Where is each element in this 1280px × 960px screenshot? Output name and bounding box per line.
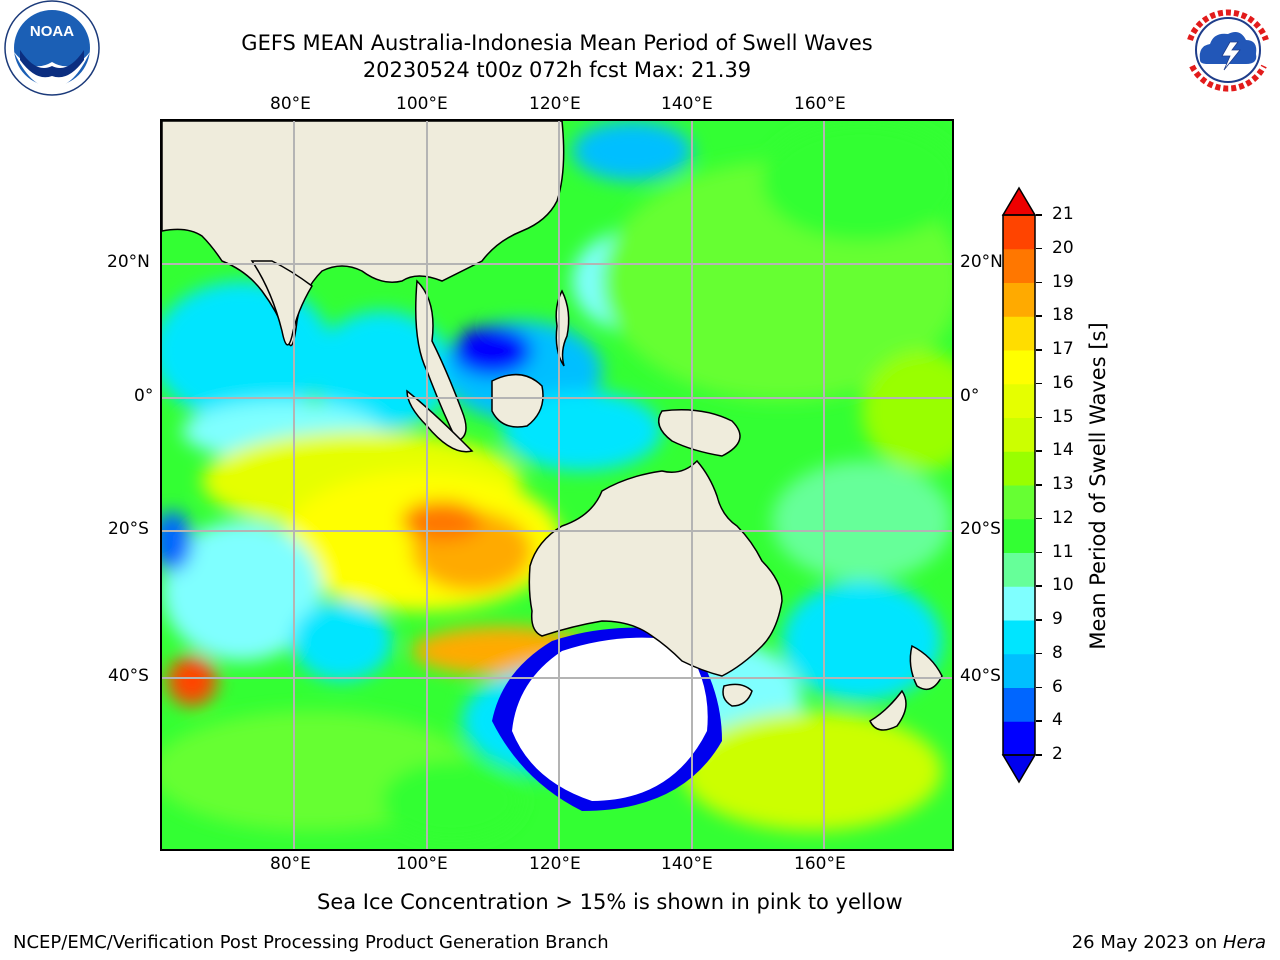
colorbar-tick-label: 10 (1052, 575, 1074, 596)
colorbar-segment (1003, 282, 1035, 317)
lon-label-bottom: 100°E (396, 854, 448, 874)
new-zealand-south (869, 689, 907, 731)
colorbar-segment (1003, 383, 1035, 418)
colorbar-tick-mark (1036, 416, 1042, 418)
lon-label-top: 120°E (529, 94, 581, 114)
colorbar-tick-mark (1036, 214, 1042, 216)
lon-label-bottom: 80°E (270, 854, 311, 874)
footer-date: 26 May 2023 on (1071, 932, 1223, 953)
colorbar-tick-mark (1036, 484, 1042, 486)
lon-label-bottom: 120°E (529, 854, 581, 874)
colorbar-tick-label: 11 (1052, 541, 1074, 562)
lon-label-top: 80°E (270, 94, 311, 114)
nws-logo (1182, 4, 1274, 96)
colorbar-tick-label: 19 (1052, 271, 1074, 292)
colorbar-tick-label: 16 (1052, 372, 1074, 393)
colorbar-tick-label: 17 (1052, 339, 1074, 359)
new-guinea (657, 409, 741, 457)
colorbar-tick-mark (1036, 585, 1042, 587)
colorbar-tick-label: 8 (1052, 642, 1063, 663)
colorbar-tick-label: 12 (1052, 507, 1074, 528)
colorbar-tick-label: 18 (1052, 305, 1074, 326)
colorbar-tick-label: 2 (1052, 744, 1063, 764)
lat-label-left: 20°S (108, 519, 149, 539)
colorbar-segments (1003, 215, 1035, 756)
lat-label-right: 20°N (960, 252, 1003, 272)
colorbar-tick-label: 13 (1052, 474, 1074, 494)
colorbar-segment (1003, 350, 1035, 385)
colorbar-segment (1003, 721, 1035, 756)
colorbar-tick-label: 14 (1052, 440, 1074, 461)
colorbar-tick-label: 15 (1052, 406, 1074, 427)
colorbar-tick-mark (1036, 315, 1042, 317)
colorbar-tick-mark (1036, 551, 1042, 553)
colorbar-segment (1003, 316, 1035, 351)
colorbar-segment (1003, 451, 1035, 486)
noaa-logo: NOAA (4, 0, 100, 96)
colorbar-segment (1003, 518, 1035, 553)
colorbar-segment (1003, 586, 1035, 621)
colorbar-segment (1003, 248, 1035, 283)
colorbar-segment (1003, 485, 1035, 520)
sea-ice-note: Sea Ice Concentration > 15% is shown in … (317, 890, 903, 914)
asia-landmass (162, 121, 565, 347)
colorbar-tick-mark (1036, 686, 1042, 688)
lat-label-left: 0° (134, 386, 154, 406)
colorbar-label: Mean Period of Swell Waves [s] (1086, 322, 1110, 650)
colorbar-tick-label: 20 (1052, 237, 1074, 258)
colorbar-tick-label: 21 (1052, 204, 1074, 224)
lon-label-bottom: 140°E (661, 854, 713, 874)
lon-label-top: 100°E (396, 94, 448, 114)
colorbar-tick-mark (1036, 450, 1042, 452)
chart-title: GEFS MEAN Australia-Indonesia Mean Perio… (241, 31, 873, 55)
colorbar-tick-label: 9 (1052, 609, 1063, 629)
tasmania (722, 683, 753, 707)
colorbar-tick-mark (1036, 517, 1042, 520)
colorbar-tick-mark (1036, 349, 1042, 351)
lat-label-left: 20°N (107, 252, 150, 272)
map-canvas (162, 121, 952, 849)
india (250, 260, 313, 346)
colorbar-frame (1002, 214, 1036, 756)
colorbar-tick-mark (1036, 720, 1042, 722)
colorbar-tick-mark (1036, 281, 1042, 283)
lon-label-top: 140°E (661, 94, 713, 114)
lon-label-top: 160°E (794, 94, 846, 114)
colorbar-segment (1003, 653, 1035, 688)
colorbar (1001, 186, 1037, 784)
australia (528, 459, 783, 677)
colorbar-over-triangle (1001, 186, 1037, 216)
footer-machine: Hera (1222, 932, 1266, 953)
footer-date-wrap: 26 May 2023 on Hera (1072, 932, 1266, 953)
colorbar-segment (1003, 620, 1035, 655)
lat-label-right: 0° (960, 386, 980, 406)
colorbar-tick-mark (1036, 754, 1042, 756)
colorbar-tick-mark (1036, 382, 1042, 385)
colorbar-under-triangle (1001, 754, 1037, 784)
colorbar-tick-mark (1036, 247, 1042, 250)
footer-credit: NCEP/EMC/Verification Post Processing Pr… (13, 932, 609, 953)
graticule (162, 121, 952, 849)
lat-label-left: 40°S (108, 666, 149, 686)
lat-label-right: 40°S (960, 666, 1001, 686)
indochina (415, 279, 467, 442)
sumatra (406, 389, 474, 453)
colorbar-segment (1003, 687, 1035, 722)
colorbar-tick-mark (1036, 619, 1042, 621)
colorbar-segment (1003, 215, 1035, 250)
chart-subtitle: 20230524 t00z 072h fcst Max: 21.39 (362, 58, 752, 82)
lon-label-bottom: 160°E (794, 854, 846, 874)
colorbar-tick-label: 6 (1052, 676, 1063, 697)
colorbar-segment (1003, 552, 1035, 587)
colorbar-segment (1003, 417, 1035, 452)
lat-label-right: 20°S (960, 519, 1001, 539)
noaa-logo-text: NOAA (30, 23, 74, 40)
borneo (491, 373, 544, 428)
colorbar-tick-label: 4 (1052, 710, 1063, 731)
colorbar-tick-mark (1036, 652, 1042, 655)
swell-period-map (160, 119, 954, 851)
